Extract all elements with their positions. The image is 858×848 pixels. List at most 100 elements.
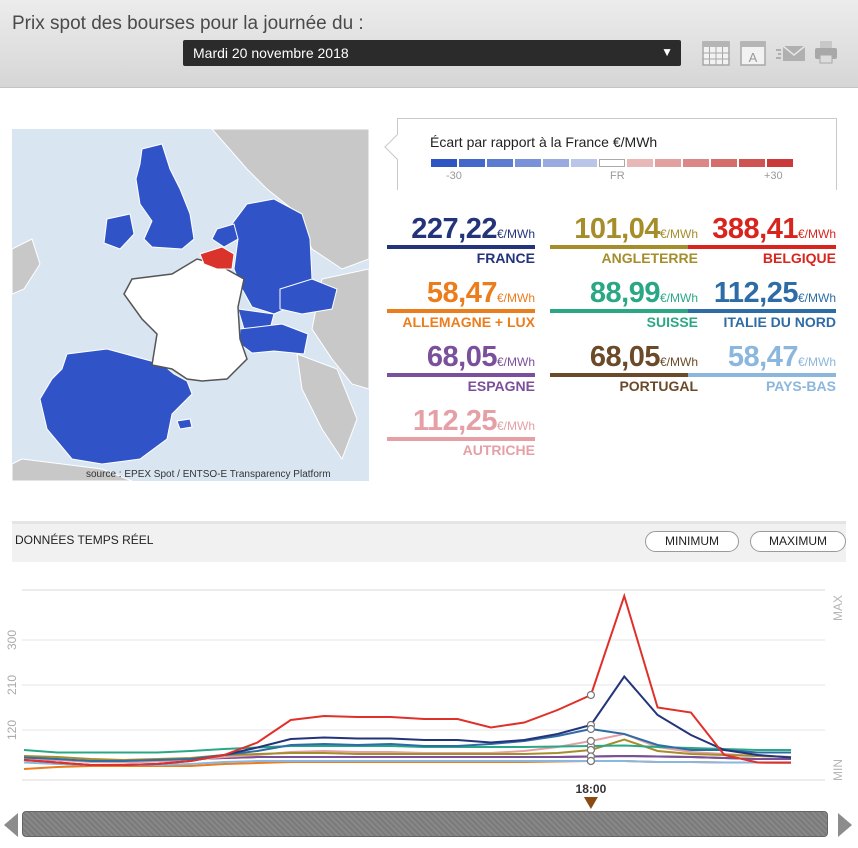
price-value: 58,47€/MWh xyxy=(427,277,535,310)
price-unit: €/MWh xyxy=(496,291,535,305)
realtime-divider xyxy=(12,521,846,524)
legend-scale-cell xyxy=(683,159,709,167)
legend-scale-cell xyxy=(515,159,541,167)
calendar-icon[interactable] xyxy=(701,37,731,67)
price-unit: €/MWh xyxy=(659,227,698,241)
price-value: 58,47€/MWh xyxy=(728,341,836,374)
price-unit: €/MWh xyxy=(797,227,836,241)
date-select[interactable]: Mardi 20 novembre 2018 ▼ xyxy=(183,40,681,66)
price-number: 88,99 xyxy=(589,277,661,309)
legend-scale-cell xyxy=(543,159,569,167)
country-label: BELGIQUE xyxy=(762,250,836,266)
price-underline xyxy=(387,437,535,441)
price-unit: €/MWh xyxy=(659,355,698,369)
map-source-text: source : EPEX Spot / ENTSO-E Transparenc… xyxy=(86,469,331,480)
legend-scale-cell xyxy=(627,159,653,167)
page-title: Prix spot des bourses pour la journée du… xyxy=(12,13,364,34)
legend-scale-cell xyxy=(487,159,513,167)
legend-scale-cell xyxy=(459,159,485,167)
price-unit: €/MWh xyxy=(797,291,836,305)
print-icon[interactable] xyxy=(813,37,839,67)
country-label: FRANCE xyxy=(476,250,535,266)
price-value: 112,25€/MWh xyxy=(413,405,535,438)
minimum-button[interactable]: MINIMUM xyxy=(645,531,739,552)
realtime-chart: 120 210 300 MAX MIN 18:00 xyxy=(5,589,845,809)
price-number: 68,05 xyxy=(426,341,498,373)
timeline-scrollbar[interactable] xyxy=(22,811,828,837)
header-bar: Prix spot des bourses pour la journée du… xyxy=(0,0,858,88)
price-unit: €/MWh xyxy=(496,419,535,433)
series-marker xyxy=(586,736,596,746)
text-icon[interactable]: A xyxy=(738,37,768,67)
email-icon[interactable] xyxy=(775,37,807,67)
axis-max-label: MAX xyxy=(831,595,845,621)
price-value: 227,22€/MWh xyxy=(411,213,535,246)
map-belgium xyxy=(199,246,235,270)
price-underline xyxy=(387,245,535,249)
country-label: ALLEMAGNE + LUX xyxy=(402,314,535,330)
price-number: 227,22 xyxy=(411,213,497,245)
series-line xyxy=(23,592,791,766)
country-label: SUISSE xyxy=(646,314,698,330)
price-tile: 112,25€/MWh AUTRICHE xyxy=(387,405,535,458)
axis-min-label: MIN xyxy=(831,759,845,781)
series-marker xyxy=(586,724,596,734)
legend-scale-cell xyxy=(571,159,597,167)
series-line xyxy=(23,744,791,754)
series-marker xyxy=(586,690,596,700)
price-unit: €/MWh xyxy=(659,291,698,305)
price-underline xyxy=(387,373,535,377)
price-value: 101,04€/MWh xyxy=(574,213,698,246)
series-marker xyxy=(586,756,596,766)
time-marker-label: 18:00 xyxy=(576,782,607,796)
legend-title: Écart par rapport à la France €/MWh xyxy=(430,134,658,150)
price-number: 68,05 xyxy=(589,341,661,373)
price-tile: 388,41€/MWh BELGIQUE xyxy=(688,213,836,266)
price-underline xyxy=(550,373,698,377)
legend-scale-cell xyxy=(767,159,793,167)
country-label: PORTUGAL xyxy=(619,378,698,394)
legend-scale-cell xyxy=(711,159,737,167)
y-tick-label: 210 xyxy=(5,675,19,695)
price-number: 388,41 xyxy=(712,213,798,245)
price-value: 68,05€/MWh xyxy=(590,341,698,374)
price-tile: 58,47€/MWh ALLEMAGNE + LUX xyxy=(387,277,535,330)
y-tick-label: 300 xyxy=(5,630,19,650)
price-unit: €/MWh xyxy=(496,355,535,369)
y-tick-label: 120 xyxy=(5,720,19,740)
price-unit: €/MWh xyxy=(797,355,836,369)
price-unit: €/MWh xyxy=(496,227,535,241)
legend-mid-label: FR xyxy=(610,170,625,182)
legend-scale-cell xyxy=(655,159,681,167)
price-tile: 112,25€/MWh ITALIE DU NORD xyxy=(688,277,836,330)
realtime-title: DONNÉES TEMPS RÉEL xyxy=(15,533,154,547)
series-line xyxy=(23,727,791,762)
chevron-down-icon: ▼ xyxy=(661,45,673,59)
price-underline xyxy=(688,309,836,313)
scroll-left-icon[interactable] xyxy=(2,811,20,839)
country-label: PAYS-BAS xyxy=(765,378,836,394)
maximum-button[interactable]: MAXIMUM xyxy=(750,531,846,552)
price-tile: 68,05€/MWh PORTUGAL xyxy=(550,341,698,394)
price-tile: 101,04€/MWh ANGLETERRE xyxy=(550,213,698,266)
date-select-value: Mardi 20 novembre 2018 xyxy=(193,45,349,61)
legend-max-label: +30 xyxy=(764,170,783,182)
legend-scale-cell xyxy=(599,159,625,167)
price-number: 58,47 xyxy=(727,341,799,373)
price-underline xyxy=(688,373,836,377)
legend-min-label: -30 xyxy=(446,170,462,182)
svg-text:A: A xyxy=(749,50,758,65)
legend-box xyxy=(397,118,837,190)
country-label: ANGLETERRE xyxy=(601,250,698,266)
legend-scale-cell xyxy=(739,159,765,167)
price-value: 88,99€/MWh xyxy=(590,277,698,310)
scroll-right-icon[interactable] xyxy=(836,811,854,839)
price-tile: 227,22€/MWh FRANCE xyxy=(387,213,535,266)
price-value: 388,41€/MWh xyxy=(712,213,836,246)
price-tile: 68,05€/MWh ESPAGNE xyxy=(387,341,535,394)
europe-map xyxy=(12,129,369,481)
price-underline xyxy=(550,245,698,249)
country-label: ESPAGNE xyxy=(467,378,535,394)
price-tile: 88,99€/MWh SUISSE xyxy=(550,277,698,330)
